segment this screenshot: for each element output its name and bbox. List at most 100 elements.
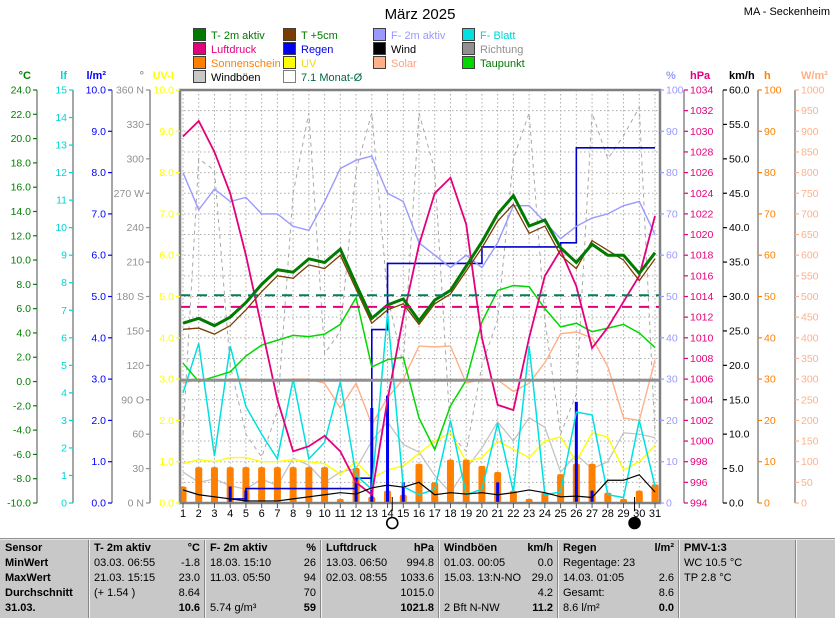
bar-sonnenschein (509, 490, 517, 503)
table-cell-value: 1033.6 (400, 572, 434, 584)
axis-tick-label-deg: 240 (126, 222, 144, 234)
table-row: PMV-1:3 (684, 541, 791, 556)
series-richtung (182, 105, 656, 459)
bar-regen (386, 395, 390, 503)
axis-tick-label-pct: 100 (666, 85, 684, 97)
axis-tick-label-c: 18.0 (11, 157, 32, 169)
axis-tick-label-hpa: 1002 (690, 415, 714, 427)
page-title: März 2025 (384, 6, 456, 23)
table-cell-text: Durchschnitt (5, 587, 73, 599)
axis-tick-label-wm2: 800 (801, 167, 819, 179)
table-row: 2 Bft N-NW 11.2 (444, 601, 553, 616)
axis-tick-label-wm2: 450 (801, 312, 819, 324)
table-cell-value: 1015.0 (400, 587, 434, 599)
table-cell-text: T- 2m aktiv (94, 542, 151, 554)
table-row: T- 2m aktiv °C (94, 541, 200, 556)
axis-tick-label-wm2: 150 (801, 436, 819, 448)
table-row: 5.74 g/m³ 59 (210, 601, 316, 616)
legend-swatch-icon (373, 56, 386, 69)
day-label: 31 (649, 508, 661, 520)
bar-sonnenschein (462, 459, 470, 503)
axis-tick-label-wm2: 50 (801, 477, 813, 489)
table-row: 02.03. 08:55 1033.6 (326, 571, 434, 586)
axis-tick-label-kmh: 20.0 (729, 360, 750, 372)
legend-item-windb-en: Windböen (193, 70, 261, 84)
table-cell-value: 70 (303, 587, 316, 599)
table-cell-text: 03.03. 06:55 (94, 557, 156, 569)
legend-swatch-icon (462, 28, 475, 41)
table-cell-text: 18.03. 15:10 (210, 557, 272, 569)
axis-tick-label-lf: 10 (55, 222, 67, 234)
table-cell-text: PMV-1:3 (684, 542, 727, 554)
axis-tick-label-pct: 80 (666, 167, 678, 179)
axis-tick-label-wm2: 350 (801, 353, 819, 365)
axis-tick-label-lm2: 2.0 (91, 415, 106, 427)
table-cell-value: km/h (527, 542, 553, 554)
bar-sonnenschein (289, 467, 297, 503)
bar-sonnenschein (273, 467, 281, 503)
axis-tick-label-c: 24.0 (11, 85, 32, 97)
table-cell-value: 26 (303, 557, 316, 569)
day-label: 11 (335, 508, 346, 520)
axis-tick-label-lm2: 0.0 (91, 498, 106, 510)
axis-tick-label-c: 22.0 (11, 109, 32, 121)
axis-title-lf: lf (60, 70, 67, 82)
axis-tick-label-h: 50 (764, 291, 776, 303)
axis-tick-label-hpa: 1006 (690, 374, 714, 386)
day-label: 24 (539, 508, 551, 520)
axis-tick-label-kmh: 5.0 (729, 463, 744, 475)
legend-label: T +5cm (301, 30, 338, 42)
new-moon-icon (628, 516, 641, 530)
axis-tick-label-h: 20 (764, 415, 776, 427)
axis-tick-label-h: 0 (764, 498, 770, 510)
table-row: TP 2.8 °C (684, 571, 791, 586)
table-row: (+ 1.54 ) 8.64 (94, 586, 200, 601)
axis-tick-label-kmh: 50.0 (729, 153, 750, 165)
legend-item-uv: UV (283, 56, 316, 70)
axis-tick-label-hpa: 1022 (690, 208, 714, 220)
table-row: WC 10.5 °C (684, 556, 791, 571)
legend-item-7-1-monat-: 7.1 Monat-Ø (283, 70, 362, 84)
legend-label: Wind (391, 44, 417, 56)
axis-tick-label-wm2: 550 (801, 270, 819, 282)
bar-sonnenschein (258, 467, 266, 503)
axis-tick-label-wm2: 400 (801, 332, 819, 344)
table-row: 1021.8 (326, 601, 434, 616)
axis-tick-label-lm2: 5.0 (91, 291, 106, 303)
table-cell-value: -1.8 (181, 557, 200, 569)
axis-tick-label-deg: 210 (126, 257, 144, 269)
table-col-luftdruck: Luftdruck hPa 13.03. 06:50 994.8 02.03. 08:5… (320, 540, 438, 618)
legend-item-wind: Wind (373, 42, 417, 56)
axis-tick-label-hpa: 996 (690, 477, 708, 489)
axis-title-wm2: W/m² (801, 70, 828, 82)
table-cell-text: 15.03. 13:N-NO (444, 572, 522, 584)
legend-label: Solar (391, 58, 417, 70)
axis-tick-label-deg: 60 (132, 429, 144, 441)
bar-sonnenschein (321, 467, 329, 503)
axis-tick-label-hpa: 1000 (690, 436, 714, 448)
table-cell-text: MaxWert (5, 572, 51, 584)
axis-tick-label-c: 20.0 (11, 133, 32, 145)
legend-item-luftdruck: Luftdruck (193, 42, 256, 56)
axis-tick-label-hpa: 994 (690, 498, 708, 510)
axis-tick-label-uv: 6.0 (159, 250, 174, 262)
table-cell-value: 11.2 (532, 602, 553, 614)
day-label: 7 (274, 508, 280, 520)
weather-chart: -10.0 -8.0 -6.0 -4.0 -2.0 0.0 2.0 4.0 6.0 8.0 10.0… (7, 70, 828, 530)
axis-tick-label-lf: 6 (61, 332, 67, 344)
bar-sonnenschein (195, 467, 203, 503)
table-cell-text: 8.6 l/m² (563, 602, 600, 614)
table-cell-text: 01.03. 00:05 (444, 557, 506, 569)
day-label: 19 (460, 508, 472, 520)
axis-tick-label-deg: 300 (126, 153, 144, 165)
axis-title-hpa: hPa (690, 70, 711, 82)
table-cell-text: Gesamt: (563, 587, 605, 599)
axis-tick-label-deg: 330 (126, 119, 144, 131)
axis-title-uv: UV-I (153, 70, 174, 82)
table-row: 10.6 (94, 601, 200, 616)
day-label: 10 (318, 508, 330, 520)
axis-tick-label-lf: 12 (55, 167, 67, 179)
axis-tick-label-kmh: 45.0 (729, 188, 750, 200)
legend-swatch-icon (283, 28, 296, 41)
legend-swatch-icon (193, 70, 206, 83)
